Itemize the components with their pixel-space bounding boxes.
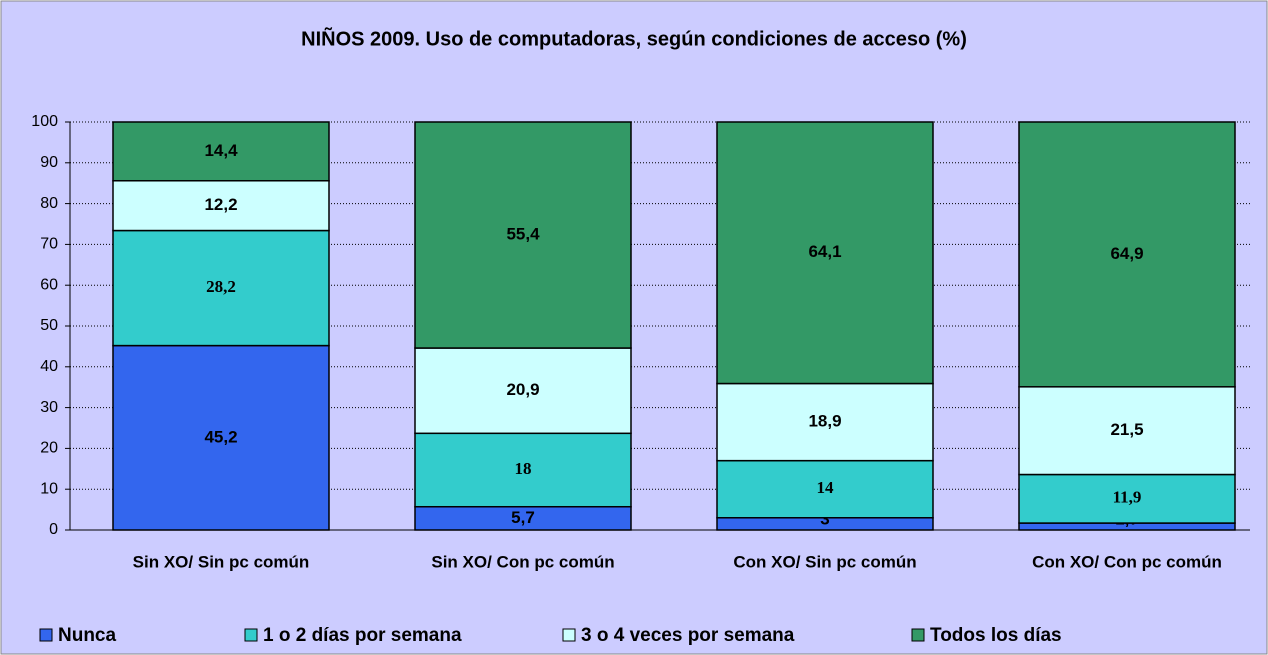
bar-segment xyxy=(112,229,330,347)
bar-segment xyxy=(1018,121,1236,388)
legend-swatch xyxy=(911,628,925,642)
legend-swatch xyxy=(39,628,53,642)
value-label: 14 xyxy=(817,478,835,497)
legend-label: 3 o 4 veces por semana xyxy=(581,625,795,646)
bar-segment xyxy=(1018,386,1236,476)
bar-segment xyxy=(112,344,330,531)
x-tick-label: Con XO/ Con pc común xyxy=(1032,552,1222,571)
bar-segment xyxy=(1018,473,1236,524)
legend-label: 1 o 2 días por semana xyxy=(263,625,462,646)
y-tick-label: 100 xyxy=(31,113,58,130)
value-label: 64,9 xyxy=(1110,244,1143,263)
value-label: 18 xyxy=(515,459,532,478)
value-label: 12,2 xyxy=(204,195,237,214)
legend-swatch xyxy=(244,628,258,642)
bar-segment xyxy=(716,121,934,385)
bar-segment xyxy=(112,180,330,232)
y-tick-label: 30 xyxy=(40,399,58,416)
chart-title: NIÑOS 2009. Uso de computadoras, según c… xyxy=(301,27,967,50)
y-tick-label: 50 xyxy=(40,317,58,334)
x-tick-label: Sin XO/ Sin pc común xyxy=(133,552,310,571)
bar-segment xyxy=(716,382,934,462)
bar-segment xyxy=(112,121,330,182)
value-label: 5,7 xyxy=(511,508,535,527)
value-label: 18,9 xyxy=(808,412,841,431)
bar-segment xyxy=(414,432,632,508)
legend-label: Nunca xyxy=(58,625,117,646)
y-tick-label: 60 xyxy=(40,276,58,293)
bar-segment xyxy=(414,121,632,349)
value-label: 28,2 xyxy=(206,277,236,296)
y-tick-label: 0 xyxy=(49,521,58,538)
y-tick-label: 90 xyxy=(40,154,58,171)
value-label: 11,9 xyxy=(1113,488,1142,507)
legend-label: Todos los días xyxy=(930,625,1062,646)
x-tick-label: Con XO/ Sin pc común xyxy=(733,552,916,571)
y-tick-label: 20 xyxy=(40,440,58,457)
legend-swatch xyxy=(562,628,576,642)
bar-segment xyxy=(716,459,934,519)
x-tick-label: Sin XO/ Con pc común xyxy=(431,552,614,571)
value-label: 64,1 xyxy=(808,242,841,261)
y-tick-label: 40 xyxy=(40,358,58,375)
value-label: 20,9 xyxy=(506,380,539,399)
y-tick-label: 80 xyxy=(40,195,58,212)
value-label: 55,4 xyxy=(506,225,540,244)
value-label: 14,4 xyxy=(204,141,238,160)
y-tick-label: 70 xyxy=(40,236,58,253)
value-label: 3 xyxy=(820,509,829,528)
value-label: 45,2 xyxy=(204,427,237,446)
y-tick-label: 10 xyxy=(40,480,58,497)
value-label: 21,5 xyxy=(1110,420,1143,439)
